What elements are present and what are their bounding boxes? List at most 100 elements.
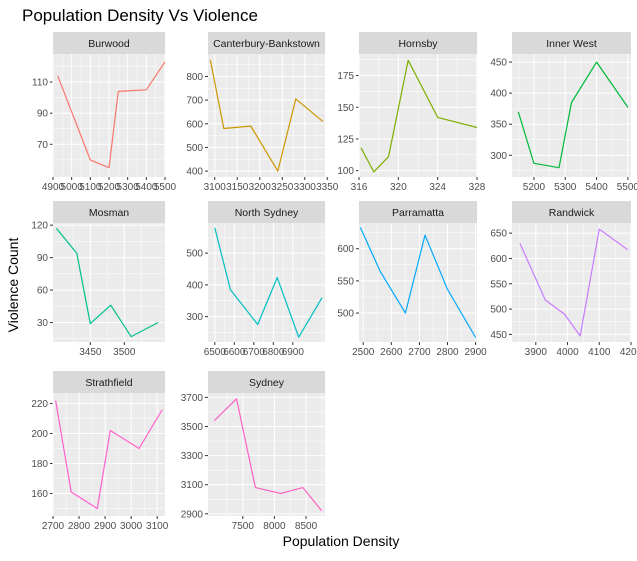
- series-line: [519, 228, 629, 337]
- facet-label: Strathfield: [85, 377, 132, 389]
- facet-label: Hornsby: [398, 38, 438, 50]
- x-tick-label: 3900: [525, 347, 548, 358]
- y-tick-label: 450: [490, 330, 507, 341]
- x-tick-label: 3200: [249, 182, 272, 193]
- facet-panel: Sydney 2900 3100 3300 3500 3700 7500 8000 8500: [181, 371, 325, 532]
- x-tick-label: 3500: [113, 347, 136, 358]
- y-tick-label: 90: [37, 109, 49, 120]
- x-tick-label: 5500: [154, 182, 177, 193]
- y-tick-label: 3500: [181, 422, 204, 433]
- x-tick-label: 2900: [94, 521, 117, 532]
- x-tick-label: 3100: [204, 182, 227, 193]
- x-tick-label: 8500: [295, 521, 318, 532]
- facet-strip: [512, 201, 631, 223]
- x-tick-label: 2900: [464, 347, 487, 358]
- chart-title: Population Density Vs Violence: [22, 6, 258, 25]
- y-tick-label: 150: [337, 103, 354, 114]
- x-tick-label: 3100: [146, 521, 169, 532]
- panel-background: [53, 223, 165, 342]
- y-tick-label: 125: [337, 134, 354, 145]
- y-tick-label: 180: [31, 459, 48, 470]
- x-tick-label: 4000: [556, 347, 579, 358]
- x-tick-label: 5100: [79, 182, 102, 193]
- y-tick-label: 3300: [181, 451, 204, 462]
- x-tick-label: 5300: [117, 182, 140, 193]
- y-tick-label: 650: [490, 229, 507, 240]
- series-line: [55, 228, 159, 338]
- facet-label: North Sydney: [235, 207, 299, 219]
- facet-strip: [359, 32, 477, 54]
- series-line: [55, 400, 163, 510]
- facet-label: Canterbury-Bankstown: [213, 38, 320, 50]
- x-tick-label: 6700: [243, 347, 266, 358]
- y-tick-label: 220: [31, 399, 48, 410]
- x-tick-label: 3150: [226, 182, 249, 193]
- y-tick-label: 60: [37, 286, 49, 297]
- y-tick-label: 160: [31, 489, 48, 500]
- x-tick-label: 6600: [223, 347, 246, 358]
- y-tick-label: 120: [31, 221, 48, 232]
- facet-label: Burwood: [88, 38, 130, 50]
- y-tick-label: 3700: [181, 393, 204, 404]
- series-line: [214, 227, 323, 338]
- facet-panel: Hornsby 100 125 150 175 316 320 324 328: [337, 32, 486, 193]
- x-tick-label: 2700: [42, 521, 65, 532]
- facet-panel: Mosman 30 60 90 120 3450 3500: [31, 201, 165, 358]
- x-tick-label: 3300: [294, 182, 317, 193]
- y-tick-label: 110: [32, 78, 48, 89]
- x-tick-label: 5200: [523, 182, 546, 193]
- facet-strip: [359, 201, 477, 223]
- y-tick-label: 550: [490, 279, 507, 290]
- panel-background: [512, 54, 631, 177]
- x-tick-label: 3450: [79, 347, 102, 358]
- facet-label: Randwick: [549, 207, 595, 219]
- facet-label: Sydney: [249, 377, 285, 389]
- facet-strip: [53, 371, 165, 393]
- panel-background: [208, 54, 325, 177]
- panel-background: [53, 393, 165, 516]
- series-line: [517, 61, 629, 169]
- x-axis-title: Population Density: [283, 533, 400, 549]
- x-tick-label: 3000: [120, 521, 143, 532]
- y-tick-label: 500: [490, 305, 507, 316]
- y-tick-label: 70: [37, 140, 49, 151]
- y-tick-label: 2900: [181, 509, 204, 520]
- facet-panels: Burwood709011049005000510052005300540055…: [31, 32, 637, 532]
- facet-strip: [208, 201, 325, 223]
- x-tick-label: 2800: [436, 347, 459, 358]
- x-tick-label: 3350: [316, 182, 339, 193]
- x-tick-label: 5400: [135, 182, 158, 193]
- y-tick-label: 500: [186, 143, 203, 154]
- x-tick-label: 320: [390, 182, 407, 193]
- x-tick-label: 324: [429, 182, 446, 193]
- x-tick-label: 2500: [352, 347, 375, 358]
- y-tick-label: 600: [337, 244, 354, 255]
- facet-panel: North Sydney 300 400 500 6500660067006800690…: [186, 201, 325, 358]
- y-tick-label: 400: [186, 280, 203, 291]
- x-tick-label: 5500: [617, 182, 637, 193]
- x-tick-label: 5000: [61, 182, 84, 193]
- x-tick-label: 7500: [232, 521, 255, 532]
- x-tick-label: 8000: [263, 521, 286, 532]
- facet-strip: [53, 201, 165, 223]
- x-tick-label: 2700: [408, 347, 431, 358]
- series-line: [360, 59, 478, 173]
- x-tick-label: 2800: [68, 521, 91, 532]
- y-tick-label: 175: [337, 71, 354, 82]
- y-tick-label: 90: [37, 253, 49, 264]
- y-tick-label: 550: [337, 276, 354, 287]
- facet-strip: [208, 32, 325, 54]
- y-tick-label: 3100: [181, 480, 204, 491]
- facet-panel: Parramatta 500 550 600 2500 2600 2700 2800 2900: [337, 201, 487, 358]
- y-tick-label: 200: [31, 429, 48, 440]
- x-tick-label: 3250: [271, 182, 294, 193]
- panel-background: [359, 223, 477, 342]
- panel-background: [208, 223, 325, 342]
- x-tick-label: 4200: [620, 347, 637, 358]
- series-line: [359, 227, 477, 338]
- y-tick-label: 800: [186, 72, 203, 83]
- y-tick-label: 400: [490, 89, 507, 100]
- facet-strip: [512, 32, 631, 54]
